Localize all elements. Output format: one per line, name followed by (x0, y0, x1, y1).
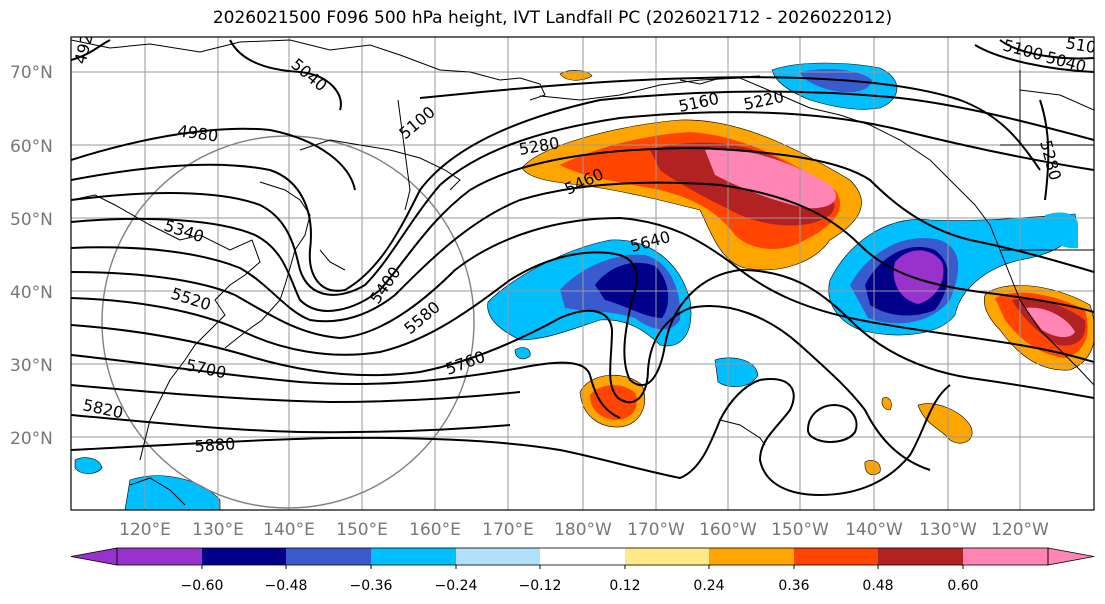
lon-label: 170°E (482, 520, 534, 540)
longitude-labels: 120°E 130°E 140°E 150°E 160°E 170°E 180°… (119, 520, 1049, 540)
gridlines (71, 37, 1094, 510)
lon-label: 160°W (699, 520, 757, 540)
chart-title: 2026021500 F096 500 hPa height, IVT Land… (212, 8, 893, 28)
colorbar-extend-low (70, 547, 118, 566)
lat-label: 20°N (10, 429, 53, 449)
contour-label: 5880 (194, 434, 236, 456)
lon-label: 180°W (554, 520, 612, 540)
lon-label: 140°W (845, 520, 903, 540)
colorbar-tick-label: 0.36 (778, 578, 809, 594)
colorbar-swatch (286, 548, 371, 565)
colorbar-ticks: −0.60 −0.48 −0.36 −0.24 −0.12 0.12 0.24 … (181, 578, 979, 594)
lon-label: 150°W (771, 520, 829, 540)
colorbar-tick-label: −0.12 (519, 578, 562, 594)
colorbar-border (116, 547, 1049, 566)
lon-label: 120°W (991, 520, 1049, 540)
colorbar-tick-label: 0.24 (693, 578, 724, 594)
colorbar-swatch (540, 548, 625, 565)
colorbar-tick-label: 0.60 (947, 578, 978, 594)
lat-label: 50°N (10, 210, 53, 230)
colorbar-swatch (963, 548, 1048, 565)
colorbar-swatch (878, 548, 963, 565)
colorbar-tick-label: −0.36 (350, 578, 393, 594)
lon-label: 130°W (919, 520, 977, 540)
colorbar-swatch (456, 548, 540, 565)
colorbar-swatch (202, 548, 286, 565)
lon-label: 130°E (192, 520, 244, 540)
lon-label: 140°E (263, 520, 315, 540)
range-circle (101, 135, 475, 509)
colorbar-swatch (371, 548, 456, 565)
lon-label: 170°W (627, 520, 685, 540)
colorbar-extend-high (1047, 547, 1095, 566)
lat-label: 70°N (10, 63, 53, 83)
colorbar-swatch (794, 548, 878, 565)
lat-label: 30°N (10, 356, 53, 376)
lon-label: 120°E (119, 520, 171, 540)
latitude-labels: 70°N 60°N 50°N 40°N 30°N 20°N (10, 63, 53, 449)
lat-label: 40°N (10, 283, 53, 303)
lon-label: 160°E (409, 520, 461, 540)
colorbar-swatch (625, 548, 709, 565)
colorbar (70, 547, 1095, 569)
colorbar-swatch (117, 548, 202, 565)
colorbar-tick-label: −0.60 (181, 578, 224, 594)
height-contours (71, 39, 1094, 497)
colorbar-tick-label: −0.48 (265, 578, 308, 594)
colorbar-swatch (709, 548, 794, 565)
lon-label: 150°E (336, 520, 388, 540)
colorbar-tick-label: 0.48 (862, 578, 893, 594)
lat-label: 60°N (10, 137, 53, 157)
map-border (70, 36, 1095, 511)
colorbar-tick-label: 0.12 (609, 578, 640, 594)
colorbar-tick-label: −0.24 (435, 578, 478, 594)
